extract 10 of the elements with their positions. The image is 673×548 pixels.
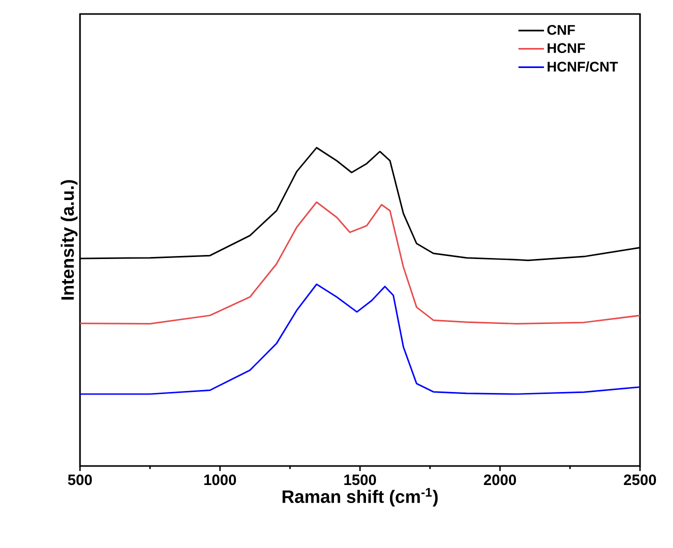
x-tick-label: 500 [68,474,92,486]
legend-label: HCNF/CNT [548,61,618,72]
x-axis-title: Raman shift (cm$^{-1}$) [282,488,438,507]
y-axis-title: Intensity (a.u.) [60,180,78,300]
x-tick-label: 1500 [344,474,376,486]
x-tick-label: 1000 [204,474,236,486]
legend-label: CNF [547,24,575,35]
x-tick-label: 2500 [624,474,656,486]
x-tick-label: 2000 [484,474,516,486]
legend-label: HCNF [548,43,585,54]
